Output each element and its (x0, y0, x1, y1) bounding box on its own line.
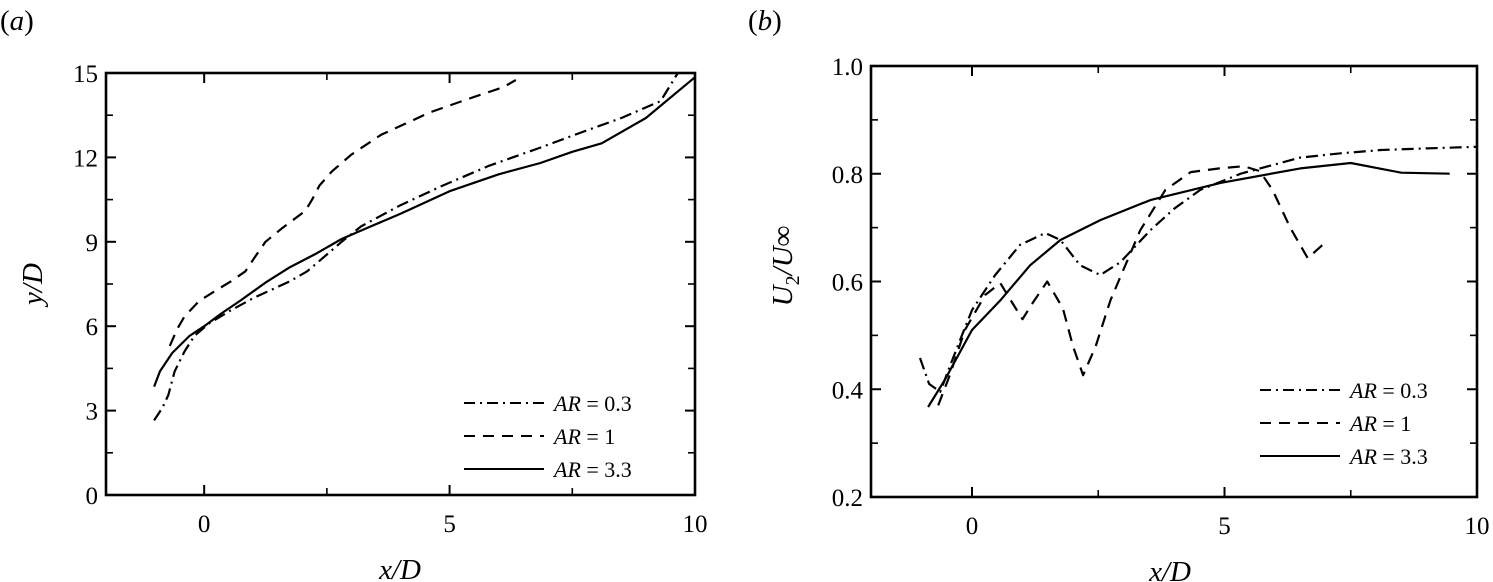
x-tick-label: 5 (1218, 513, 1231, 540)
legend-label: AR = 0.3 (1348, 378, 1428, 403)
panel-a-x-axis-label: x/D (378, 554, 421, 582)
legend: AR = 0.3 AR = 1 AR = 3.3 (464, 391, 632, 482)
x-tick-label: 10 (683, 511, 708, 538)
y-tick-label: 12 (73, 145, 98, 172)
x-tick-label: 0 (198, 511, 211, 538)
y-tick-label: 0.8 (832, 162, 863, 189)
y-tick-label: 0.4 (832, 377, 864, 404)
legend-label: AR = 1 (1348, 411, 1411, 436)
y-tick-label: 0.6 (832, 270, 863, 297)
legend-label: AR = 3.3 (552, 457, 632, 482)
y-tick-label: 0.2 (832, 485, 863, 512)
y-tick-label: 15 (73, 61, 98, 88)
series-line-dashed (168, 79, 517, 347)
legend-label: AR = 0.3 (552, 391, 632, 416)
panel-b-y-axis-label: U2/U∞ (767, 226, 804, 307)
panel-b-label: (b) (748, 5, 782, 37)
series-line-solid (927, 161, 1450, 408)
series-line-dashdot (153, 72, 679, 422)
panel-b-plot: 0 5 10 0.2 0.4 0.6 0.8 1.0 AR = 0.3 AR = 1 AR = 3.… (832, 54, 1490, 540)
panel-a-plot: 0 5 10 0 3 6 9 12 15 AR = 0.3 AR = 1 AR = 3.3 (73, 61, 708, 538)
series-line-dashdot (918, 145, 1478, 393)
y-tick-label: 3 (86, 399, 99, 426)
legend-label: AR = 3.3 (1348, 444, 1428, 469)
legend: AR = 0.3 AR = 1 AR = 3.3 (1260, 378, 1428, 469)
legend-label: AR = 1 (552, 424, 615, 449)
panel-a-label: (a) (0, 5, 34, 37)
series-line-solid (153, 76, 696, 388)
panel-b-x-axis-label: x/D (1148, 556, 1191, 582)
x-tick-label: 0 (966, 513, 979, 540)
x-tick-label: 10 (1465, 513, 1490, 540)
y-tick-label: 6 (86, 314, 99, 341)
y-tick-label: 9 (86, 230, 99, 257)
x-tick-label: 5 (443, 511, 456, 538)
series-line-dashed (937, 165, 1324, 406)
y-tick-label: 1.0 (832, 54, 863, 81)
panel-a-y-axis-label: y/D (17, 263, 49, 308)
y-tick-label: 0 (86, 483, 99, 510)
